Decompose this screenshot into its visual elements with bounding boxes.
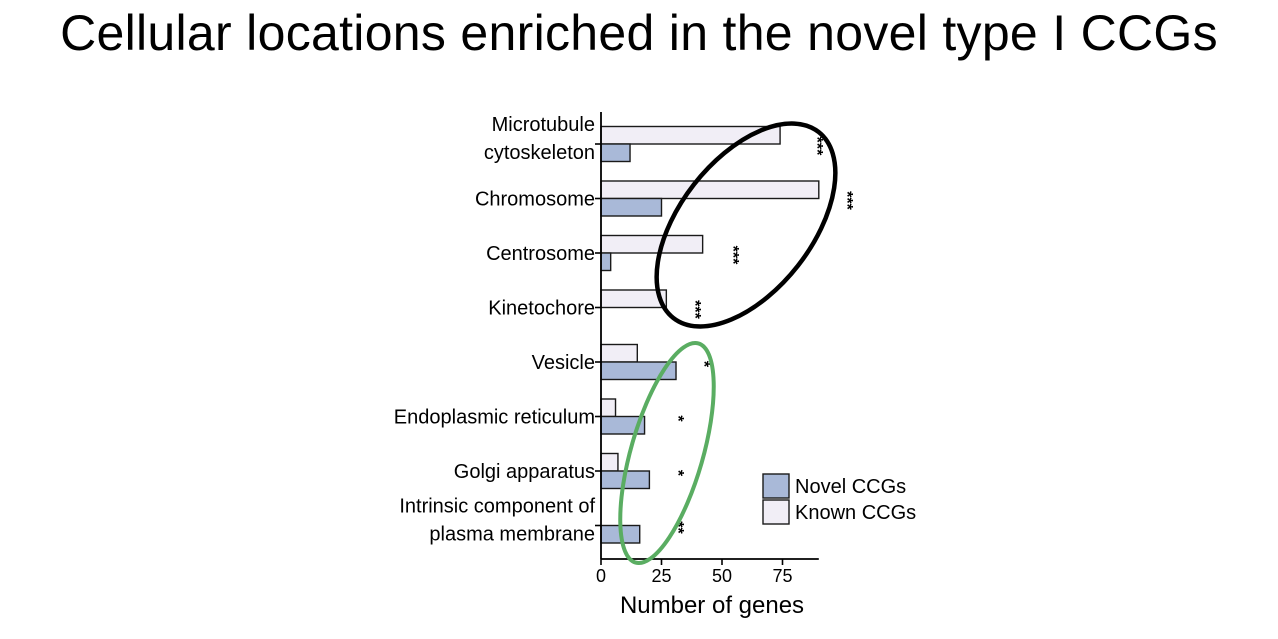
bar-known-chromosome	[600, 180, 820, 200]
bar-novel-centrosome	[600, 252, 612, 272]
significance-marker: ***	[686, 300, 703, 319]
significance-marker: ***	[838, 191, 855, 210]
x-tick-label: 25	[651, 566, 671, 586]
annotation-layer	[618, 121, 838, 566]
bar-known-vesicle	[600, 343, 638, 363]
x-tick-label: 75	[772, 566, 792, 586]
category-label-golgi-apparatus: Golgi apparatus	[454, 461, 595, 483]
bar-known-endoplasmic-reticulum	[600, 398, 617, 418]
category-label-vesicle: Vesicle	[532, 352, 595, 374]
category-label-intrinsic-component-of-plasma-membrane: Intrinsic component of plasma membrane	[399, 496, 595, 546]
category-label-chromosome: Chromosome	[475, 189, 595, 211]
legend: Novel CCGs Known CCGs	[762, 473, 916, 525]
category-label-microtubule-cytoskeleton: Microtubule cytoskeleton	[484, 114, 595, 164]
category-labels-layer: Microtubule cytoskeleton Chromosome Centros…	[394, 114, 596, 546]
category-label-line: Microtubule	[492, 114, 595, 136]
legend-swatch-known-ccgs	[762, 499, 790, 525]
annotation-ellipse-black	[654, 121, 838, 329]
x-tick-label: 0	[596, 566, 606, 586]
annotation-ellipse-green	[618, 340, 716, 566]
significance-marker: ***	[808, 137, 825, 156]
significance-marker: *	[669, 470, 686, 477]
legend-swatch-novel-ccgs	[762, 473, 790, 499]
x-axis-label: Number of genes	[620, 592, 804, 619]
legend-label-known-ccgs: Known CCGs	[795, 502, 916, 524]
significance-marker: *	[695, 361, 712, 368]
category-label-line: plasma membrane	[429, 524, 595, 546]
slide-title: Cellular locations enriched in the novel…	[60, 5, 1218, 61]
significance-marker: ***	[724, 246, 741, 265]
bar-novel-microtubule-cytoskeleton	[600, 143, 631, 163]
category-label-line: Intrinsic component of	[399, 496, 595, 518]
axes-layer: 0 25 50 75 Number of genes	[595, 112, 819, 619]
bar-known-golgi-apparatus	[600, 452, 619, 472]
category-label-centrosome: Centrosome	[486, 243, 595, 265]
bar-known-centrosome	[600, 234, 704, 254]
category-label-line: cytoskeleton	[484, 142, 595, 164]
x-tick-label: 50	[712, 566, 732, 586]
category-label-endoplasmic-reticulum: Endoplasmic reticulum	[394, 407, 595, 429]
bar-novel-chromosome	[600, 197, 663, 217]
significance-marker: *	[669, 415, 686, 422]
category-label-kinetochore: Kinetochore	[488, 298, 595, 320]
legend-label-novel-ccgs: Novel CCGs	[795, 476, 906, 498]
significance-layer: *****************	[669, 137, 855, 535]
